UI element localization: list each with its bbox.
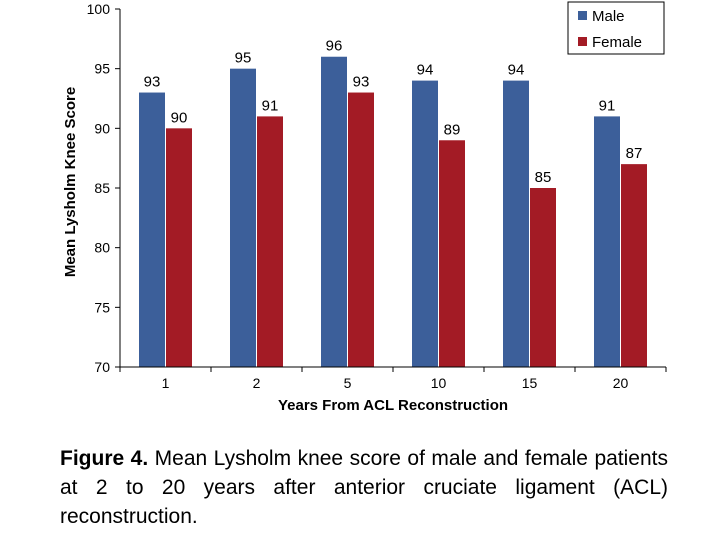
data-label-male: 94 — [417, 62, 434, 79]
bar-male — [412, 80, 438, 367]
data-label-male: 91 — [599, 97, 616, 114]
y-axis-label: Mean Lysholm Knee Score — [62, 87, 79, 277]
data-label-male: 96 — [326, 38, 343, 55]
y-tick-label: 70 — [94, 359, 110, 375]
x-tick-label: 15 — [522, 375, 538, 391]
y-tick-label: 90 — [94, 120, 110, 136]
bar-chart: 93 95 96 94 94 91 90 91 93 89 85 87 70 75 80 85 90 95 100… — [62, 1, 667, 414]
y-tick-label: 100 — [87, 1, 111, 17]
y-tick-label: 75 — [94, 299, 110, 315]
y-tick-label: 85 — [94, 180, 110, 196]
x-tick-label: 10 — [431, 375, 447, 391]
bar-male — [503, 80, 529, 367]
x-axis-label: Years From ACL Reconstruction — [278, 397, 508, 414]
x-tick-label: 1 — [162, 375, 170, 391]
legend-swatch-male — [578, 11, 587, 20]
figure-label: Figure 4. — [60, 447, 149, 470]
bar-male — [139, 92, 165, 368]
legend-label-male: Male — [592, 8, 625, 25]
bar-female — [439, 140, 465, 367]
figure-caption-text: Mean Lysholm knee score of male and fema… — [60, 447, 668, 528]
x-tick-label: 20 — [613, 375, 629, 391]
data-label-female: 89 — [444, 121, 461, 138]
data-label-male: 93 — [144, 74, 161, 91]
bar-male — [230, 68, 256, 368]
x-tick-label: 2 — [253, 375, 261, 391]
data-label-female: 90 — [171, 109, 188, 126]
data-label-male: 95 — [235, 50, 252, 67]
axes: 70 75 80 85 90 95 100 1 2 5 10 15 20 — [87, 1, 667, 391]
data-label-female: 85 — [535, 169, 552, 186]
bar-male — [594, 116, 620, 368]
bar-female — [348, 92, 374, 368]
data-label-female: 93 — [353, 74, 370, 91]
figure-caption: Figure 4. Mean Lysholm knee score of mal… — [60, 444, 668, 531]
legend-label-female: Female — [592, 34, 642, 51]
x-tick-label: 5 — [344, 375, 352, 391]
bar-female — [621, 164, 647, 367]
y-tick-label: 80 — [94, 240, 110, 256]
bar-female — [166, 128, 192, 367]
data-label-male: 94 — [508, 62, 525, 79]
legend: Male Female — [567, 1, 665, 55]
legend-swatch-female — [578, 37, 587, 46]
data-label-female: 91 — [262, 97, 279, 114]
bar-female — [257, 116, 283, 368]
bar-female — [530, 188, 556, 367]
y-tick-label: 95 — [94, 61, 110, 77]
data-label-female: 87 — [626, 145, 643, 162]
bar-male — [321, 56, 347, 367]
plot-area: 93 95 96 94 94 91 90 91 93 89 85 87 — [139, 38, 647, 368]
